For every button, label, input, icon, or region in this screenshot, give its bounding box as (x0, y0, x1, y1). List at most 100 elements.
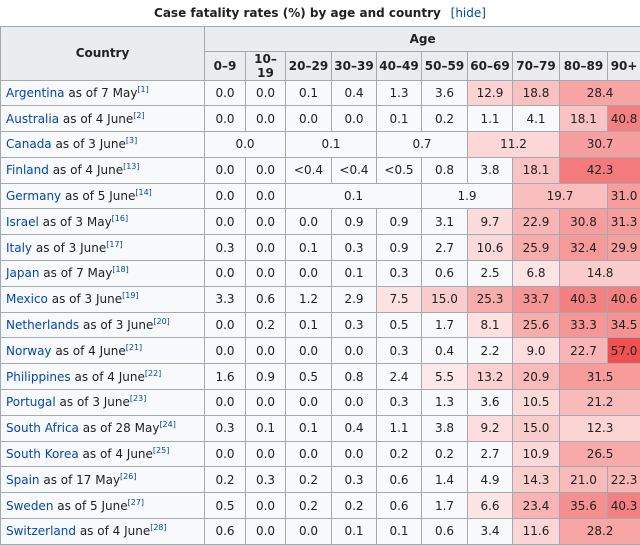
fatality-rate-cell: 31.3 (608, 209, 640, 235)
reference-link[interactable]: [2] (133, 111, 144, 120)
reference-link[interactable]: [3] (126, 136, 137, 145)
fatality-rate-cell: 1.7 (422, 312, 468, 338)
country-cell: Switzerland as of 4 June[28] (1, 519, 205, 545)
fatality-rate-cell: 0.1 (286, 132, 377, 158)
fatality-rate-cell: 9.2 (468, 415, 513, 441)
fatality-rate-cell: 0.0 (246, 261, 286, 287)
country-link[interactable]: South Africa (6, 421, 79, 435)
fatality-rate-cell: 33.7 (513, 286, 560, 312)
fatality-rate-cell: 11.2 (468, 132, 560, 158)
country-link[interactable]: Portugal (6, 395, 56, 409)
fatality-rate-cell: 3.4 (468, 519, 513, 545)
country-link[interactable]: Germany (6, 189, 61, 203)
country-link[interactable]: Netherlands (6, 318, 79, 332)
fatality-rate-cell: 0.3 (246, 467, 286, 493)
country-cell: Philippines as of 4 June[22] (1, 364, 205, 390)
fatality-rate-cell: 0.9 (377, 209, 422, 235)
reference-link[interactable]: [28] (150, 523, 166, 532)
fatality-rate-cell: 0.0 (332, 441, 377, 467)
fatality-rate-cell: 0.0 (246, 493, 286, 519)
fatality-rate-cell: 22.7 (560, 338, 608, 364)
fatality-rate-cell: 0.6 (246, 286, 286, 312)
country-link[interactable]: Philippines (6, 370, 71, 384)
fatality-rate-cell: 30.8 (560, 209, 608, 235)
fatality-rate-cell: 0.0 (205, 312, 246, 338)
age-column-header: 80–89 (560, 51, 608, 80)
country-link[interactable]: Japan (6, 266, 39, 280)
reference-link[interactable]: [21] (126, 343, 142, 352)
reference-link[interactable]: [13] (123, 162, 139, 171)
fatality-rate-cell: 23.4 (513, 493, 560, 519)
fatality-rate-cell: 14.3 (513, 467, 560, 493)
as-of-date: as of 7 May (39, 266, 112, 280)
fatality-rate-cell: 0.0 (246, 106, 286, 132)
country-cell: Australia as of 4 June[2] (1, 106, 205, 132)
fatality-rate-cell: 2.5 (468, 261, 513, 287)
country-link[interactable]: Mexico (6, 292, 48, 306)
fatality-rate-cell: 10.9 (513, 441, 560, 467)
reference-link[interactable]: [23] (130, 394, 146, 403)
country-link[interactable]: Israel (6, 215, 39, 229)
fatality-rate-cell: 0.1 (286, 312, 332, 338)
fatality-rate-cell: 40.6 (608, 286, 640, 312)
fatality-rate-cell: 0.4 (332, 415, 377, 441)
country-link[interactable]: Finland (6, 163, 49, 177)
country-link[interactable]: Canada (6, 137, 52, 151)
country-link[interactable]: Switzerland (6, 524, 76, 538)
fatality-rate-cell: 26.5 (560, 441, 640, 467)
fatality-rate-cell: 0.0 (286, 106, 332, 132)
fatality-rate-cell: 0.2 (332, 493, 377, 519)
reference-link[interactable]: [27] (128, 498, 144, 507)
fatality-rate-cell: 30.7 (560, 132, 640, 158)
country-cell: South Korea as of 4 June[25] (1, 441, 205, 467)
fatality-rate-cell: 0.0 (205, 261, 246, 287)
country-cell: Sweden as of 5 June[27] (1, 493, 205, 519)
reference-link[interactable]: [14] (135, 188, 151, 197)
country-link[interactable]: Argentina (6, 86, 65, 100)
fatality-rate-cell: 0.0 (205, 80, 246, 106)
country-cell: Mexico as of 3 June[19] (1, 286, 205, 312)
reference-link[interactable]: [19] (122, 291, 138, 300)
reference-link[interactable]: [22] (145, 369, 161, 378)
as-of-date: as of 3 June (52, 137, 126, 151)
fatality-rate-cell: 0.0 (286, 338, 332, 364)
reference-link[interactable]: [24] (159, 420, 175, 429)
country-cell: Italy as of 3 June[17] (1, 235, 205, 261)
country-link[interactable]: Spain (6, 473, 40, 487)
fatality-rate-cell: 1.1 (468, 106, 513, 132)
age-column-header: 0–9 (205, 51, 246, 80)
country-link[interactable]: South Korea (6, 447, 79, 461)
reference-link[interactable]: [1] (137, 85, 148, 94)
country-link[interactable]: Italy (6, 241, 32, 255)
fatality-rate-cell: 0.0 (246, 209, 286, 235)
country-link[interactable]: Australia (6, 112, 59, 126)
as-of-date: as of 4 June (79, 447, 153, 461)
fatality-rate-cell: 0.0 (246, 338, 286, 364)
reference-link[interactable]: [17] (106, 240, 122, 249)
country-cell: Canada as of 3 June[3] (1, 132, 205, 158)
country-link[interactable]: Sweden (6, 499, 53, 513)
age-column-header: 60–69 (468, 51, 513, 80)
reference-link[interactable]: [25] (153, 446, 169, 455)
fatality-rate-cell: 32.4 (560, 235, 608, 261)
fatality-rate-cell: 9.0 (513, 338, 560, 364)
country-cell: Finland as of 4 June[13] (1, 157, 205, 183)
reference-link[interactable]: [26] (120, 472, 136, 481)
country-link[interactable]: Norway (6, 344, 52, 358)
as-of-date: as of 28 May (79, 421, 160, 435)
fatality-rate-cell: 2.4 (377, 364, 422, 390)
as-of-date: as of 3 June (48, 292, 122, 306)
table-title: Case fatality rates (%) by age and count… (154, 6, 441, 20)
reference-link[interactable]: [18] (112, 265, 128, 274)
hide-toggle-link[interactable]: [hide] (451, 6, 486, 20)
reference-link[interactable]: [16] (112, 214, 128, 223)
reference-link[interactable]: [20] (153, 317, 169, 326)
fatality-rate-cell: 40.3 (560, 286, 608, 312)
fatality-rate-cell: 3.1 (422, 209, 468, 235)
